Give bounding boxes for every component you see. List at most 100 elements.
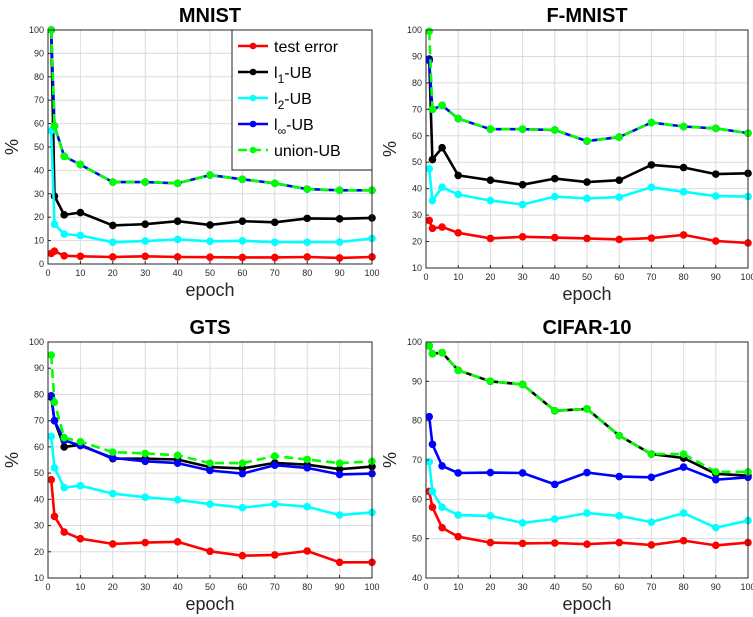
data-point bbox=[173, 451, 182, 460]
x-tick-label: 30 bbox=[518, 272, 528, 282]
data-point bbox=[712, 237, 720, 245]
data-point bbox=[173, 253, 182, 261]
data-point bbox=[425, 27, 434, 36]
data-point bbox=[679, 450, 688, 458]
y-tick-label: 100 bbox=[407, 337, 422, 347]
data-point bbox=[438, 223, 446, 231]
data-point bbox=[206, 171, 214, 179]
x-tick-label: 10 bbox=[453, 272, 463, 282]
y-tick-label: 70 bbox=[412, 104, 422, 114]
x-tick-label: 80 bbox=[679, 272, 689, 282]
data-point bbox=[438, 462, 446, 470]
x-tick-label: 0 bbox=[45, 268, 50, 278]
y-axis-title: % bbox=[2, 139, 22, 155]
data-point bbox=[47, 432, 56, 441]
y-tick-label: 40 bbox=[34, 494, 44, 504]
data-point bbox=[206, 253, 214, 262]
data-point bbox=[303, 502, 312, 511]
x-tick-label: 20 bbox=[485, 272, 495, 282]
y-axis-title: % bbox=[2, 452, 22, 468]
data-point bbox=[615, 133, 624, 141]
y-tick-label: 30 bbox=[34, 189, 44, 199]
data-point bbox=[647, 161, 656, 169]
x-tick-label: 60 bbox=[614, 272, 624, 282]
data-point bbox=[76, 160, 85, 169]
x-tick-label: 100 bbox=[740, 272, 753, 282]
data-point bbox=[712, 523, 720, 532]
data-point bbox=[271, 253, 279, 262]
data-point bbox=[271, 551, 279, 559]
data-point bbox=[206, 221, 214, 229]
x-tick-label: 20 bbox=[108, 268, 118, 278]
data-point bbox=[50, 512, 59, 521]
legend-label: test error bbox=[274, 39, 339, 56]
data-point bbox=[428, 503, 437, 512]
x-tick-label: 80 bbox=[302, 582, 312, 592]
data-point bbox=[679, 122, 688, 131]
x-tick-label: 90 bbox=[711, 272, 721, 282]
data-point bbox=[583, 405, 591, 413]
data-point bbox=[615, 538, 624, 547]
x-tick-label: 60 bbox=[237, 582, 247, 592]
data-point bbox=[60, 528, 68, 536]
x-tick-label: 0 bbox=[45, 582, 50, 592]
y-tick-label: 40 bbox=[412, 573, 422, 583]
x-axis-title: epoch bbox=[562, 284, 611, 304]
data-point bbox=[518, 539, 527, 548]
data-point bbox=[60, 230, 68, 238]
x-tick-label: 40 bbox=[550, 272, 560, 282]
y-tick-label: 50 bbox=[34, 468, 44, 478]
data-point bbox=[615, 431, 624, 440]
data-point bbox=[173, 179, 182, 188]
data-point bbox=[335, 215, 344, 223]
x-tick-label: 70 bbox=[270, 268, 280, 278]
data-point bbox=[60, 152, 68, 161]
data-point bbox=[615, 512, 624, 520]
data-point bbox=[238, 469, 247, 478]
data-point bbox=[271, 452, 279, 460]
y-tick-label: 60 bbox=[412, 494, 422, 504]
x-tick-label: 70 bbox=[270, 582, 280, 592]
data-point bbox=[173, 235, 182, 244]
y-tick-label: 50 bbox=[412, 157, 422, 167]
data-point bbox=[454, 229, 463, 237]
data-point bbox=[50, 122, 59, 130]
legend-swatch-marker bbox=[249, 42, 257, 50]
y-tick-label: 50 bbox=[412, 534, 422, 544]
data-point bbox=[454, 511, 463, 519]
data-point bbox=[679, 509, 688, 517]
data-point bbox=[679, 188, 688, 196]
legend-label: union-UB bbox=[274, 143, 341, 160]
y-tick-label: 10 bbox=[34, 236, 44, 246]
y-tick-label: 90 bbox=[412, 51, 422, 61]
data-point bbox=[712, 192, 720, 200]
data-point bbox=[583, 509, 591, 517]
data-point bbox=[551, 515, 559, 523]
y-tick-label: 70 bbox=[34, 95, 44, 105]
data-point bbox=[76, 437, 85, 446]
data-point bbox=[551, 192, 559, 201]
data-point bbox=[647, 473, 656, 482]
data-point bbox=[551, 174, 559, 183]
data-point bbox=[303, 253, 312, 261]
x-tick-label: 90 bbox=[711, 582, 721, 592]
chart-1: 0102030405060708090100102030405060708090… bbox=[380, 5, 753, 304]
legend-swatch-marker bbox=[249, 146, 257, 154]
data-point bbox=[551, 233, 559, 242]
chart-title: MNIST bbox=[179, 5, 241, 27]
data-point bbox=[615, 235, 624, 244]
x-tick-label: 30 bbox=[140, 582, 150, 592]
y-tick-label: 60 bbox=[34, 442, 44, 452]
data-point bbox=[518, 180, 527, 189]
data-point bbox=[271, 218, 279, 227]
chart-title: CIFAR-10 bbox=[543, 317, 632, 339]
data-point bbox=[206, 466, 214, 475]
data-point bbox=[50, 464, 59, 472]
legend-swatch-marker bbox=[249, 94, 257, 102]
data-point bbox=[109, 540, 117, 548]
data-point bbox=[583, 540, 591, 548]
data-point bbox=[238, 459, 247, 467]
x-axis-title: epoch bbox=[185, 594, 234, 614]
data-point bbox=[109, 253, 117, 261]
data-point bbox=[518, 380, 527, 389]
